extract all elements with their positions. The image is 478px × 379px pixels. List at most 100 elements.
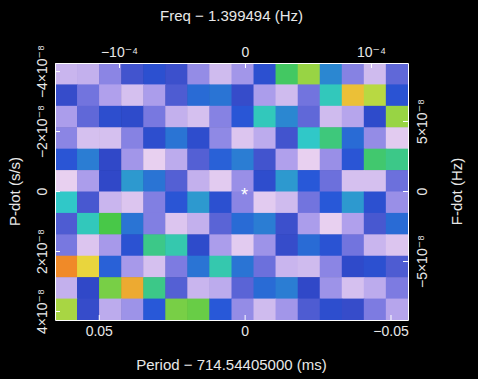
- cell: [55, 299, 77, 320]
- cell: [143, 63, 166, 85]
- tick-mark: [403, 191, 408, 192]
- tick: 0: [241, 315, 249, 339]
- cell: [99, 277, 122, 299]
- cell: [165, 299, 188, 320]
- axis-title: Period − 714.54405000 (ms): [136, 356, 327, 373]
- cell: [364, 170, 387, 192]
- tick: 2×10⁻⁸: [34, 229, 60, 274]
- cell: [342, 299, 365, 320]
- tick-mark: [245, 315, 246, 320]
- cell: [143, 299, 166, 320]
- cell: [121, 213, 144, 235]
- cell: [364, 299, 387, 320]
- cell: [187, 106, 210, 128]
- chart: 0.050−0.05−10⁻⁴010⁻⁴−4×10⁻⁸−2×10⁻⁸02×10⁻…: [0, 0, 478, 379]
- cell: [386, 63, 408, 85]
- cell: [77, 127, 100, 149]
- cell: [121, 106, 144, 128]
- cell: [55, 192, 77, 214]
- cell: [276, 192, 299, 214]
- cell: [99, 127, 122, 149]
- cell: [254, 256, 277, 278]
- cell: [298, 63, 321, 85]
- cell: [320, 149, 343, 171]
- cell: [99, 63, 122, 85]
- cell: [276, 106, 299, 128]
- cell: [364, 149, 387, 171]
- cell: [320, 192, 343, 214]
- cell: [99, 192, 122, 214]
- cell: [386, 234, 408, 256]
- cell: [121, 170, 144, 192]
- cell: [342, 170, 365, 192]
- cell: [209, 192, 232, 214]
- cell: [143, 277, 166, 299]
- tick-label: −0.05: [373, 323, 409, 339]
- cell: [364, 106, 387, 128]
- axis-line: [56, 63, 409, 64]
- tick-mark: [55, 311, 60, 312]
- cell: [298, 192, 321, 214]
- cell: [364, 277, 387, 299]
- tick-label: 0: [414, 187, 430, 195]
- cell: [232, 277, 255, 299]
- cell: [386, 299, 408, 320]
- tick-mark: [245, 63, 246, 68]
- cell: [364, 234, 387, 256]
- tick-label: 5×10⁻⁸: [414, 99, 430, 144]
- cell: [165, 106, 188, 128]
- cell: [364, 192, 387, 214]
- cell: [143, 127, 166, 149]
- tick-label: 0: [241, 323, 249, 339]
- cell: [209, 127, 232, 149]
- cell: [55, 63, 77, 85]
- axis: 0.050−0.05: [56, 315, 409, 339]
- cell: [187, 170, 210, 192]
- cell: [320, 106, 343, 128]
- cell: [165, 63, 188, 85]
- tick: 5×10⁻⁸: [403, 99, 430, 144]
- tick-mark: [55, 191, 60, 192]
- cell: [165, 256, 188, 278]
- cell: [55, 234, 77, 256]
- tick-label: 2×10⁻⁸: [34, 229, 50, 274]
- cell: [55, 170, 77, 192]
- cell: [187, 84, 210, 106]
- cell: [121, 84, 144, 106]
- cell: [187, 192, 210, 214]
- tick: −4×10⁻⁸: [34, 45, 60, 98]
- cell: [143, 256, 166, 278]
- tick-mark: [403, 121, 408, 122]
- tick-label: 10⁻⁴: [357, 44, 386, 60]
- cell: [77, 234, 100, 256]
- cell: [364, 127, 387, 149]
- cell: [342, 63, 365, 85]
- cell: [99, 170, 122, 192]
- cell: [209, 63, 232, 85]
- cell: [364, 213, 387, 235]
- cell: [165, 234, 188, 256]
- cell: [320, 63, 343, 85]
- cell: [55, 256, 77, 278]
- tick-mark: [99, 315, 100, 320]
- cell: [254, 277, 277, 299]
- cell: [232, 256, 255, 278]
- cell: [77, 256, 100, 278]
- cell: [187, 256, 210, 278]
- cell: [342, 127, 365, 149]
- tick-mark: [55, 71, 60, 72]
- cell: [342, 256, 365, 278]
- cell: [165, 127, 188, 149]
- cell: [99, 213, 122, 235]
- cell: [209, 277, 232, 299]
- tick-label: 0: [242, 44, 250, 60]
- cell: [165, 277, 188, 299]
- cell: [121, 299, 144, 320]
- cell: [165, 84, 188, 106]
- cell: [232, 149, 255, 171]
- cell: [386, 213, 408, 235]
- cell: [342, 106, 365, 128]
- cell: [99, 234, 122, 256]
- cell: [121, 127, 144, 149]
- cell: [254, 63, 277, 85]
